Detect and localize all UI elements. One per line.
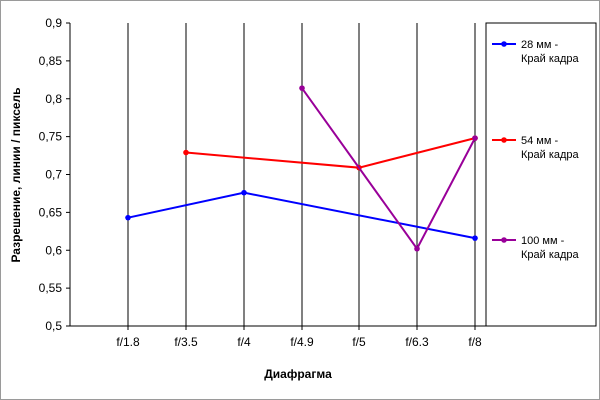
y-tick-label: 0,5 [45, 319, 62, 333]
x-tick-labels: f/1.8 f/3.5 f/4 f/4.9 f/5 f/6.3 f/8 [116, 335, 482, 349]
legend-marker [501, 137, 507, 143]
y-tick-label: 0,85 [39, 54, 63, 68]
x-tick-label: f/4 [237, 335, 251, 349]
data-point [472, 135, 478, 141]
y-tick-label: 0,8 [45, 92, 62, 106]
y-tick-label: 0,9 [45, 16, 62, 30]
y-tick-label: 0,55 [39, 281, 63, 295]
y-axis-title: Разрешение, линии / пиксель [9, 87, 23, 262]
data-point [241, 189, 247, 196]
x-tick-label: f/1.8 [116, 335, 140, 349]
y-tick-labels: 0,5 0,55 0,6 0,65 0,7 0,75 0,8 0,85 0,9 [39, 16, 63, 333]
legend-label: 28 мм -Край кадра [521, 39, 580, 65]
series-line [301, 87, 476, 251]
y-tick-label: 0,6 [45, 243, 62, 257]
series-line [185, 137, 476, 169]
legend-label: 100 мм -Край кадра [521, 235, 580, 261]
data-point [125, 214, 131, 221]
x-tick-label: f/8 [468, 335, 482, 349]
axes [69, 23, 487, 327]
data-point [183, 149, 189, 156]
legend-marker [501, 41, 507, 47]
x-tick-label: f/5 [352, 335, 366, 349]
legend-label: 54 мм -Край кадра [521, 135, 580, 161]
data-point [472, 235, 478, 241]
x-tick-label: f/6.3 [405, 335, 429, 349]
data-point [414, 245, 420, 252]
legend: 28 мм -Край кадра 54 мм -Край кадра 100 мм… [485, 22, 597, 327]
y-tick-label: 0,65 [39, 205, 63, 219]
x-tick-label: f/4.9 [290, 335, 314, 349]
data-point [299, 85, 305, 91]
y-tick-label: 0,7 [45, 168, 62, 182]
x-axis-title: Диафрагма [264, 367, 332, 381]
legend-marker [501, 237, 507, 243]
series-lines [125, 85, 478, 252]
grid-lines [66, 22, 476, 330]
y-tick-label: 0,75 [39, 130, 63, 144]
legend-box [485, 22, 597, 327]
x-tick-label: f/3.5 [174, 335, 198, 349]
